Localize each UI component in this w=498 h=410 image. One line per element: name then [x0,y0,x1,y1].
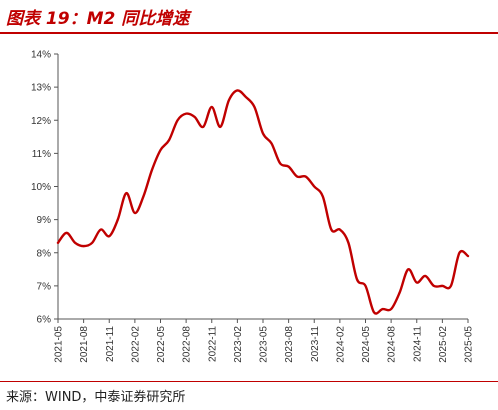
y-tick-label: 11% [32,149,51,160]
x-tick-label: 2024-08 [387,326,398,363]
line-chart: 6%7%8%9%10%11%12%13%14% 2021-05 2021-08 20… [31,50,475,363]
data-point [322,196,323,197]
chart-title: 图表 19：M2 同比增速 [6,9,190,29]
x-tick-label: 2022-08 [182,326,193,363]
data-point [177,120,178,121]
source-divider [0,381,498,382]
x-tick-label: 2023-08 [284,326,295,363]
x-tick-label: 2022-05 [156,326,167,363]
title-divider [0,32,498,34]
data-point [382,308,383,309]
x-tick-label: 2021-11 [105,326,116,362]
data-point [450,285,451,286]
series-group [56,89,470,315]
y-tick-label: 8% [37,248,52,259]
data-point [425,275,426,276]
data-point [373,312,374,313]
data-point [408,269,409,270]
y-tick-label: 6% [37,315,52,326]
data-point [66,232,67,233]
data-point [228,100,229,101]
data-point [262,133,263,134]
data-point [134,212,135,213]
x-tick-label: 2022-11 [207,326,218,362]
data-point [92,242,93,243]
data-point [339,229,340,230]
data-point [314,186,315,187]
data-point [83,246,84,247]
x-tick-label: 2024-05 [361,326,372,363]
source-note: 来源：WIND，中泰证券研究所 [6,390,186,405]
y-tick-label: 13% [31,83,51,94]
x-tick-label: 2023-02 [233,326,244,363]
x-axis-ticks: 2021-05 2021-08 2021-11 2022-02 2022-05 2022-… [54,319,475,363]
data-point [57,242,58,243]
y-tick-label: 7% [37,281,52,292]
data-point [433,285,434,286]
data-point [331,229,332,230]
y-tick-label: 10% [31,182,51,193]
data-point [220,126,221,127]
data-point [126,193,127,194]
data-point [305,176,306,177]
m2-growth-line [56,89,470,315]
data-point [186,113,187,114]
y-tick-label: 9% [37,215,52,226]
data-point [271,143,272,144]
data-point [117,219,118,220]
data-point [109,236,110,237]
data-point [279,163,280,164]
data-point [168,140,169,141]
data-point [348,242,349,243]
data-point [459,252,460,253]
y-tick-label: 14% [31,50,51,61]
data-point [442,285,443,286]
data-point [467,255,468,256]
data-point [151,169,152,170]
data-point [356,279,357,280]
y-axis-ticks: 6% 7% 8% 9% 10% 11% 12% 13% 14% [31,50,58,326]
data-point [74,242,75,243]
data-point [245,96,246,97]
data-point [160,149,161,150]
x-tick-label: 2024-11 [412,326,423,362]
data-point [297,176,298,177]
x-tick-label: 2024-02 [335,326,346,363]
x-tick-label: 2025-02 [438,326,449,363]
data-point [288,166,289,167]
data-point [100,229,101,230]
x-tick-label: 2021-05 [54,326,65,363]
x-tick-label: 2021-08 [79,326,90,363]
data-point [143,196,144,197]
data-point [237,90,238,91]
data-point [194,116,195,117]
chart-axes [57,54,468,320]
x-tick-label: 2025-05 [464,326,475,363]
data-point [399,292,400,293]
data-point [254,106,255,107]
y-tick-label: 12% [31,116,51,127]
data-point [391,308,392,309]
data-point [203,126,204,127]
x-tick-label: 2023-11 [310,326,321,362]
x-tick-label: 2023-05 [259,326,270,363]
data-point [416,282,417,283]
data-point [211,106,212,107]
x-tick-label: 2022-02 [130,326,141,363]
data-point [365,285,366,286]
